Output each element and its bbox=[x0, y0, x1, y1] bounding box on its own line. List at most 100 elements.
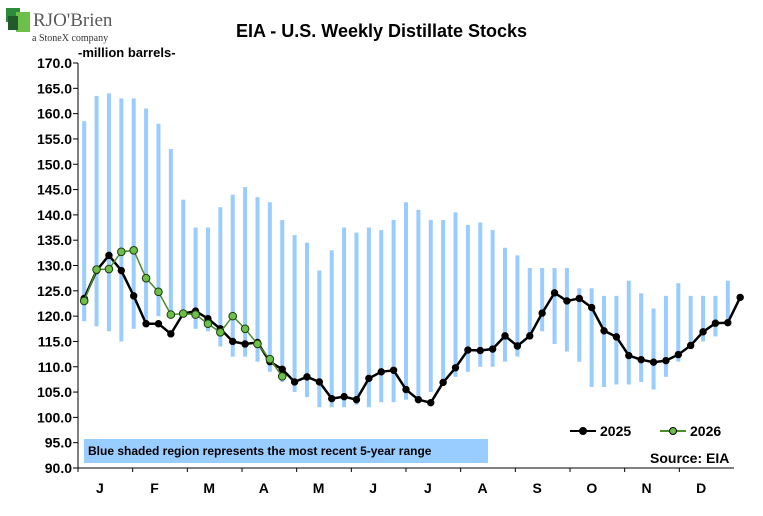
source-label: Source: EIA bbox=[650, 450, 730, 466]
y-tick-label: 110.0 bbox=[38, 359, 72, 375]
series-point-2025 bbox=[439, 378, 447, 387]
series-point-2025 bbox=[575, 294, 583, 303]
series-point-2025 bbox=[377, 368, 385, 376]
series-point-2026 bbox=[79, 296, 89, 306]
range-band-bar bbox=[106, 93, 111, 332]
legend-marker-2026 bbox=[669, 427, 677, 435]
range-band-bar bbox=[391, 219, 396, 403]
series-point-2025 bbox=[662, 356, 670, 365]
series-point-2026 bbox=[191, 310, 200, 319]
series-layer bbox=[79, 246, 744, 407]
series-point-2025 bbox=[167, 330, 175, 338]
series-point-2025 bbox=[625, 351, 633, 360]
y-tick-label: 135.0 bbox=[37, 232, 72, 248]
range-band-bar bbox=[243, 187, 248, 357]
series-point-2025 bbox=[637, 355, 645, 364]
range-band-bar bbox=[589, 288, 594, 387]
range-band-bar bbox=[564, 268, 569, 352]
series-point-2025 bbox=[402, 385, 410, 394]
x-month-label: M bbox=[313, 480, 325, 496]
x-month-label: J bbox=[369, 480, 377, 496]
series-point-2025 bbox=[724, 319, 732, 327]
series-point-2025 bbox=[563, 297, 571, 305]
series-point-2025 bbox=[711, 319, 720, 327]
series-point-2026 bbox=[141, 273, 151, 283]
range-band-bar bbox=[193, 227, 198, 329]
series-point-2026 bbox=[203, 319, 213, 329]
range-band-bar bbox=[404, 202, 408, 400]
logo-name: RJO'Brien bbox=[33, 10, 113, 31]
series-point-2025 bbox=[154, 320, 163, 328]
y-axis-unit-label: -million barrels- bbox=[78, 45, 176, 60]
range-band-bar bbox=[379, 230, 384, 403]
chart-title: EIA - U.S. Weekly Distillate Stocks bbox=[235, 21, 528, 41]
y-tick-label: 120.0 bbox=[37, 308, 72, 324]
series-point-2025 bbox=[315, 378, 324, 386]
range-band-bar bbox=[354, 232, 359, 405]
range-band-bar bbox=[255, 197, 260, 362]
logo-mark-icon bbox=[6, 8, 30, 32]
range-band-bar bbox=[602, 295, 607, 387]
x-month-label: N bbox=[641, 480, 651, 496]
y-tick-label: 155.0 bbox=[37, 131, 72, 147]
series-point-2025 bbox=[526, 332, 534, 340]
y-tick-label: 100.0 bbox=[37, 409, 72, 425]
series-point-2025 bbox=[513, 342, 522, 350]
range-band-bar bbox=[82, 121, 87, 322]
series-point-2026 bbox=[178, 309, 188, 318]
range-band-bar bbox=[230, 194, 235, 357]
range-band-bar bbox=[156, 123, 161, 317]
series-point-2026 bbox=[277, 372, 287, 381]
logo-square-light bbox=[16, 12, 30, 32]
series-point-2025 bbox=[241, 340, 249, 348]
series-point-2025 bbox=[427, 398, 435, 407]
series-point-2025 bbox=[488, 345, 497, 353]
range-band-bar bbox=[540, 268, 545, 332]
series-point-2025 bbox=[142, 320, 150, 328]
x-month-label: J bbox=[96, 480, 104, 496]
series-point-2025 bbox=[290, 378, 299, 386]
range-band-bar bbox=[490, 230, 495, 367]
range-band-bar bbox=[267, 202, 272, 372]
series-point-2026 bbox=[154, 287, 163, 297]
y-tick-label: 105.0 bbox=[37, 384, 72, 400]
y-tick-label: 145.0 bbox=[37, 182, 72, 198]
range-band-bar bbox=[701, 295, 706, 342]
x-month-label: A bbox=[477, 480, 487, 496]
range-band-bar bbox=[329, 250, 334, 408]
range-band-bar bbox=[478, 222, 483, 367]
range-band-bar bbox=[626, 280, 631, 385]
rjobrien-logo: RJO'Brien a StoneX company bbox=[4, 6, 164, 46]
x-month-label: J bbox=[424, 480, 432, 496]
series-point-2026 bbox=[240, 324, 250, 334]
series-point-2025 bbox=[303, 373, 311, 381]
range-band-layer bbox=[82, 93, 730, 408]
range-band-bar bbox=[552, 268, 557, 344]
series-point-2025 bbox=[129, 292, 138, 300]
series-point-2025 bbox=[117, 266, 126, 275]
range-band-bar bbox=[663, 295, 668, 377]
range-band-bar bbox=[168, 149, 173, 312]
y-tick-label: 150.0 bbox=[37, 156, 72, 172]
range-band-bar bbox=[317, 270, 322, 408]
range-band-bar bbox=[292, 235, 297, 393]
series-point-2025 bbox=[612, 333, 621, 341]
series-point-2025 bbox=[105, 251, 113, 260]
series-point-2025 bbox=[389, 366, 398, 374]
series-point-2025 bbox=[328, 394, 336, 403]
range-band-bar bbox=[280, 219, 285, 382]
range-band-bar bbox=[713, 295, 718, 337]
y-tick-label: 90.0 bbox=[45, 460, 72, 476]
legend-label-2025: 2025 bbox=[600, 423, 631, 439]
series-point-2025 bbox=[600, 327, 608, 335]
range-band-bar bbox=[94, 95, 99, 327]
y-tick-label: 130.0 bbox=[37, 258, 72, 274]
series-point-2025 bbox=[340, 392, 348, 401]
series-point-2026 bbox=[166, 310, 176, 319]
legend-label-2026: 2026 bbox=[690, 423, 721, 439]
range-band-bar bbox=[366, 227, 371, 408]
range-band-bar bbox=[515, 255, 520, 357]
x-month-label: M bbox=[203, 480, 215, 496]
range-band-bar bbox=[503, 247, 508, 362]
x-month-label: A bbox=[259, 480, 269, 496]
